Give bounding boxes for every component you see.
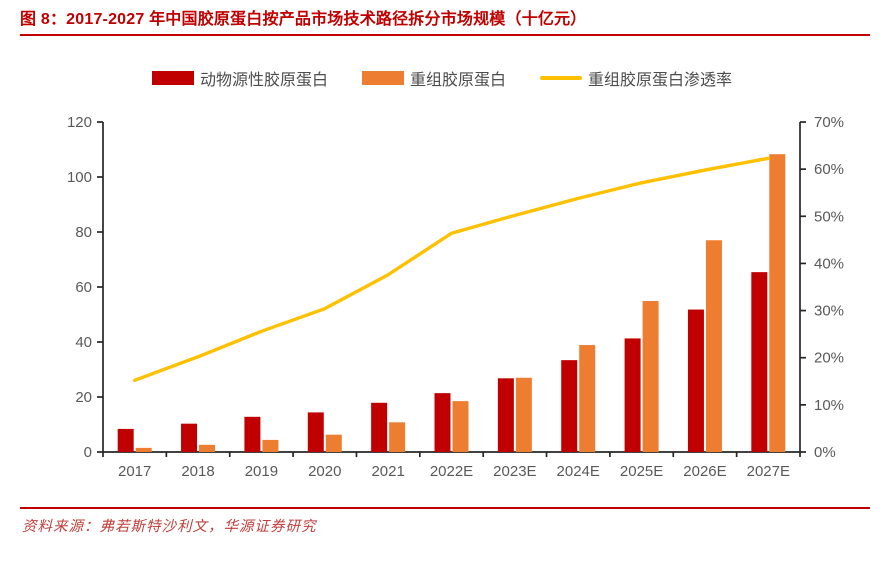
right-axis-tick-label: 60% <box>814 161 844 178</box>
recombinant-collagen-bar-2018 <box>199 444 216 452</box>
recombinant-collagen-bar-2024E <box>579 345 596 452</box>
chart-area: 0 20 40 60 80 100 120 0% 10% 20% 30% 40% 50% 60% 70% 20… <box>0 100 884 495</box>
animal-collagen-bar-2017 <box>117 428 134 452</box>
animal-collagen-bar-2026E <box>687 309 704 452</box>
animal-collagen-bar-2024E <box>561 360 578 452</box>
right-axis-tick-label: 30% <box>814 303 844 320</box>
right-axis-tick-label: 70% <box>814 114 844 131</box>
x-axis-category-label: 2023E <box>493 463 536 480</box>
animal-collagen-bar-2022E <box>434 393 451 452</box>
recombinant-collagen-swatch-icon <box>361 71 404 85</box>
x-axis-category-label: 2027E <box>747 463 790 480</box>
x-axis-category-label: 2017 <box>118 463 151 480</box>
legend-label-penetration-rate: 重组胶原蛋白渗透率 <box>588 72 733 89</box>
x-axis-category-label: 2019 <box>245 463 278 480</box>
collagen-market-chart: 0 20 40 60 80 100 120 0% 10% 20% 30% 40% 50% 60% 70% 20… <box>67 114 844 480</box>
x-axis-category-label: 2026E <box>683 463 726 480</box>
right-axis-tick-label: 20% <box>814 350 844 367</box>
animal-collagen-bar-2027E <box>751 272 768 452</box>
left-axis-tick-label: 120 <box>67 114 92 131</box>
left-axis-tick-label: 20 <box>75 389 92 406</box>
figure-title: 图 8：2017-2027 年中国胶原蛋白按产品市场技术路径拆分市场规模（十亿元… <box>20 11 587 28</box>
legend-label-animal-collagen: 动物源性胶原蛋白 <box>199 72 328 89</box>
legend-label-recombinant-collagen: 重组胶原蛋白 <box>409 72 506 89</box>
left-axis-tick-label: 100 <box>67 169 92 186</box>
right-axis-tick-label: 50% <box>814 208 844 225</box>
right-axis-tick-label: 40% <box>814 255 844 272</box>
x-axis-category-label: 2025E <box>620 463 663 480</box>
chart-legend: 动物源性胶原蛋白 重组胶原蛋白 重组胶原蛋白渗透率 <box>0 66 884 90</box>
left-axis-tick-label: 60 <box>75 279 92 296</box>
animal-collagen-bar-2018 <box>181 423 198 452</box>
right-axis-tick-label: 0% <box>814 444 836 461</box>
title-divider <box>20 34 870 37</box>
x-axis-category-label: 2020 <box>308 463 341 480</box>
legend-item-penetration-rate: 重组胶原蛋白渗透率 <box>540 66 732 90</box>
animal-collagen-bar-2021 <box>371 402 388 452</box>
recombinant-collagen-bar-2027E <box>769 154 786 453</box>
animal-collagen-swatch-icon <box>151 71 194 85</box>
animal-collagen-bar-2020 <box>307 412 324 452</box>
footer-divider <box>20 507 870 509</box>
x-axis-category-label: 2018 <box>181 463 214 480</box>
source-text: 弗若斯特沙利文，华源证券研究 <box>99 519 317 535</box>
source-label: 资料来源： <box>22 519 100 535</box>
source-note: 资料来源：弗若斯特沙利文，华源证券研究 <box>22 515 317 536</box>
animal-collagen-bar-2023E <box>497 378 514 452</box>
recombinant-collagen-bar-2026E <box>705 240 722 452</box>
recombinant-collagen-bar-2017 <box>135 447 152 452</box>
animal-collagen-bar-2019 <box>244 416 261 452</box>
legend-item-recombinant-collagen: 重组胶原蛋白 <box>361 66 506 90</box>
right-axis-tick-label: 10% <box>814 397 844 414</box>
penetration-rate-line <box>132 156 771 383</box>
recombinant-collagen-bar-2025E <box>642 301 659 452</box>
left-axis-tick-label: 0 <box>84 444 92 461</box>
recombinant-collagen-bar-2020 <box>325 434 342 452</box>
recombinant-collagen-bar-2019 <box>262 439 279 452</box>
legend-item-animal-collagen: 动物源性胶原蛋白 <box>151 66 328 90</box>
x-axis-category-label: 2022E <box>430 463 473 480</box>
penetration-rate-line-icon <box>540 76 582 80</box>
left-axis-tick-label: 80 <box>75 224 92 241</box>
recombinant-collagen-bar-2023E <box>515 377 532 452</box>
recombinant-collagen-bar-2021 <box>389 422 406 452</box>
recombinant-collagen-bar-2022E <box>452 401 469 452</box>
left-axis-tick-label: 40 <box>75 334 92 351</box>
x-axis-category-label: 2024E <box>557 463 600 480</box>
animal-collagen-bar-2025E <box>624 338 641 452</box>
x-axis-category-label: 2021 <box>371 463 404 480</box>
